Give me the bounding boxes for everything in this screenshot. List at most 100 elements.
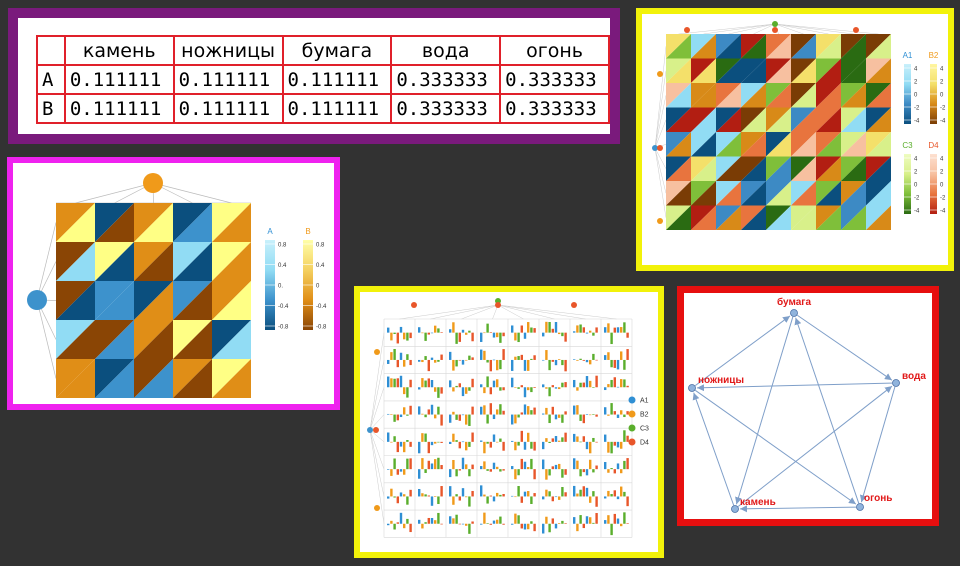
bar [437, 328, 440, 333]
heat-cell-b [866, 132, 891, 157]
bar [437, 406, 440, 415]
bar [542, 332, 545, 337]
bar [502, 441, 505, 451]
bar [551, 518, 554, 524]
graph-edge [692, 392, 735, 506]
tree-edge [703, 23, 776, 35]
bar [489, 332, 492, 333]
bar [480, 406, 483, 415]
legend-tick-label: 0 [940, 183, 944, 189]
bar [489, 387, 492, 395]
bar [564, 492, 567, 497]
bar [576, 387, 579, 391]
bar [396, 414, 399, 421]
bar [620, 441, 623, 449]
bar [399, 375, 403, 388]
bar [542, 459, 545, 470]
bar [486, 414, 489, 424]
bar [595, 465, 598, 470]
table-cell: 0.333333 [390, 64, 502, 95]
bar [511, 414, 514, 425]
bar [554, 436, 558, 442]
bar [514, 441, 517, 451]
bar [418, 519, 421, 524]
bar [430, 441, 434, 446]
bar [585, 376, 589, 388]
bar [449, 441, 452, 444]
bar [579, 489, 582, 497]
bar [558, 463, 561, 470]
bar [430, 404, 434, 415]
tree-edge [369, 429, 385, 497]
bar [499, 332, 502, 343]
heat-cell-b [95, 320, 134, 359]
heat-cell-b [816, 181, 841, 206]
bar [486, 376, 489, 388]
tree-edge [654, 147, 667, 169]
table-cell: 0.333333 [390, 93, 502, 124]
bar [393, 496, 396, 498]
heat-cell-b [741, 156, 766, 181]
tree-edge [654, 147, 667, 194]
heat-cell-b [741, 34, 766, 59]
table-cell: 0.111111 [281, 93, 393, 124]
bar [517, 469, 520, 476]
bar [561, 520, 564, 524]
bar [483, 494, 486, 497]
bar [613, 441, 616, 446]
bar [533, 355, 536, 360]
heat-cell-b [134, 242, 173, 281]
heat-cell-b [666, 181, 691, 206]
heat-cell-b [56, 203, 95, 242]
bar [421, 433, 424, 442]
heat-cell-b [866, 107, 891, 132]
bar [554, 359, 558, 366]
bar [449, 380, 452, 388]
tree-edge [369, 429, 385, 443]
tree-edge [774, 23, 804, 35]
bar [465, 464, 468, 470]
heat-cell-b [766, 107, 791, 132]
bar [564, 382, 567, 388]
bar [471, 406, 474, 415]
bar [523, 441, 527, 450]
bar [449, 486, 452, 497]
bar [558, 414, 561, 418]
bar [387, 327, 390, 333]
heat-cell-b [212, 320, 251, 359]
bar [399, 352, 403, 360]
column-root-node [143, 173, 163, 193]
bar [626, 458, 629, 470]
bar [421, 332, 424, 334]
tree-edge [369, 387, 385, 431]
bar [511, 377, 514, 388]
bar [390, 488, 393, 497]
bar [564, 332, 567, 342]
heat-cell-b [766, 205, 791, 230]
tree-edge [497, 304, 524, 320]
legend-tick-label: 0 [914, 183, 918, 189]
bar [480, 349, 483, 360]
bar [551, 328, 554, 333]
bar [434, 520, 437, 524]
heat-cell-b [173, 320, 212, 359]
bar [573, 331, 576, 333]
bar [499, 359, 502, 370]
bar [533, 328, 536, 333]
bar [409, 523, 412, 533]
bar [511, 325, 514, 333]
bar [458, 359, 461, 361]
bar [589, 496, 592, 503]
bar [576, 460, 579, 470]
bar [399, 326, 403, 333]
row-tree-node [652, 145, 658, 151]
bar [573, 517, 576, 524]
bar [465, 523, 468, 526]
heat-cell-b [866, 156, 891, 181]
heat-cell-b [716, 58, 741, 83]
bar [523, 461, 527, 470]
tree-edge [774, 23, 854, 35]
heat-cell-b [56, 320, 95, 359]
heat-cell-b [716, 34, 741, 59]
legend-tick-label: -0.8 [316, 325, 327, 331]
